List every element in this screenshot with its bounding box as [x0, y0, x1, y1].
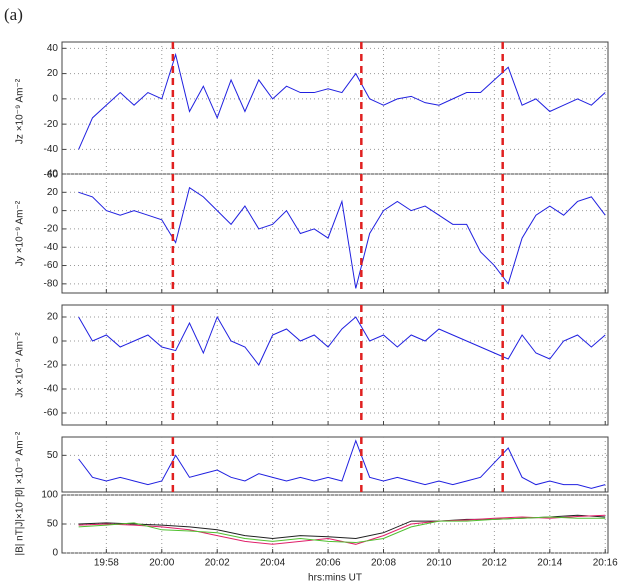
y-tick-label: 0	[52, 94, 58, 105]
y-tick-label: -60	[44, 260, 59, 271]
series-line	[78, 516, 606, 544]
x-tick-label: 20:02	[205, 558, 230, 569]
y-tick-label: 0	[52, 205, 58, 216]
series-line	[78, 439, 606, 489]
x-tick-label: 20:08	[371, 558, 396, 569]
y-tick-label: -40	[44, 144, 59, 155]
y-tick-label: 0	[52, 336, 58, 347]
x-tick-label: 20:16	[593, 558, 618, 569]
y-tick-label: 20	[47, 187, 59, 198]
plot-frame	[61, 173, 609, 294]
y-tick-label: -20	[44, 224, 59, 235]
y-tick-label: 100	[41, 490, 58, 501]
y-tick-label: 50	[47, 519, 59, 530]
y-tick-label: -40	[44, 384, 59, 395]
x-tick-label: 20:12	[482, 558, 507, 569]
y-tick-label: -80	[44, 278, 59, 289]
x-tick-label: 20:04	[260, 558, 285, 569]
y-tick-label: 20	[47, 312, 59, 323]
y-axis-label: |J| ×10⁻⁹ Am⁻²	[15, 431, 26, 497]
x-tick-label: 20:10	[426, 558, 451, 569]
x-tick-label: 20:14	[537, 558, 562, 569]
y-tick-label: 20	[47, 68, 59, 79]
y-tick-label: -20	[44, 119, 59, 130]
y-axis-label: Jy ×10⁻⁹ Am⁻²	[15, 200, 26, 266]
y-tick-label: -20	[44, 360, 59, 371]
series-line	[78, 514, 606, 545]
y-tick-label: 40	[47, 43, 59, 54]
panel-label: (a)	[4, 5, 23, 24]
x-tick-label: 20:00	[149, 558, 174, 569]
x-tick-label: 20:06	[316, 558, 341, 569]
y-tick-label: -40	[44, 242, 59, 253]
y-tick-label: 40	[47, 169, 59, 180]
y-tick-label: -60	[44, 169, 59, 180]
x-axis-label: hrs:mins UT	[308, 573, 362, 584]
y-tick-label: 50	[47, 450, 59, 461]
y-axis-label: Jx ×10⁻⁹ Am⁻²	[15, 332, 26, 398]
y-tick-label: -60	[44, 408, 59, 419]
series-line	[78, 315, 606, 366]
y-tick-label: 0	[52, 548, 58, 559]
series-line	[78, 186, 606, 289]
series-line	[78, 52, 606, 150]
plot-frame	[61, 41, 609, 182]
y-axis-label: Jz ×10⁻⁹ Am⁻²	[15, 78, 26, 144]
y-axis-label: |B| nT|J|×10⁻⁹	[15, 492, 26, 555]
x-tick-label: 19:58	[94, 558, 119, 569]
